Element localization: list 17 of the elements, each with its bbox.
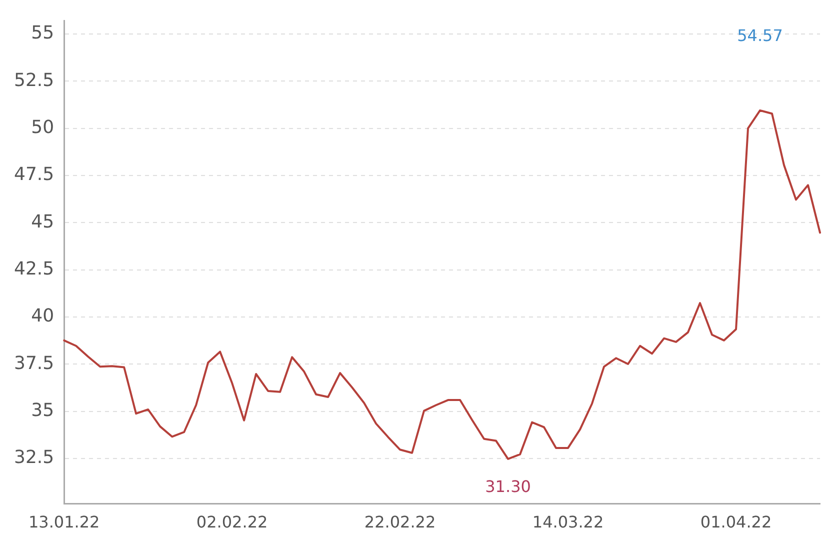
y-tick-label: 55 bbox=[31, 22, 54, 44]
x-tick-label: 22.02.22 bbox=[364, 512, 436, 532]
x-tick-label: 01.04.22 bbox=[700, 512, 772, 532]
annotation: 54.57 bbox=[737, 26, 783, 45]
x-tick-label: 02.02.22 bbox=[196, 512, 268, 532]
y-tick-label: 32.5 bbox=[14, 447, 54, 468]
y-tick-label: 47.5 bbox=[14, 164, 54, 186]
y-tick-label: 35 bbox=[31, 400, 54, 422]
y-tick-label: 37.5 bbox=[14, 352, 54, 374]
y-tick-label: 52.5 bbox=[14, 70, 54, 91]
annotation: 31.30 bbox=[485, 476, 531, 496]
y-tick-label: 45 bbox=[31, 211, 54, 232]
y-tick-label: 50 bbox=[31, 117, 54, 138]
x-tick-label: 13.01.22 bbox=[28, 512, 100, 532]
y-tick-label: 42.5 bbox=[14, 258, 54, 280]
y-tick-label: 40 bbox=[31, 306, 54, 327]
x-tick-label: 14.03.22 bbox=[532, 512, 604, 532]
